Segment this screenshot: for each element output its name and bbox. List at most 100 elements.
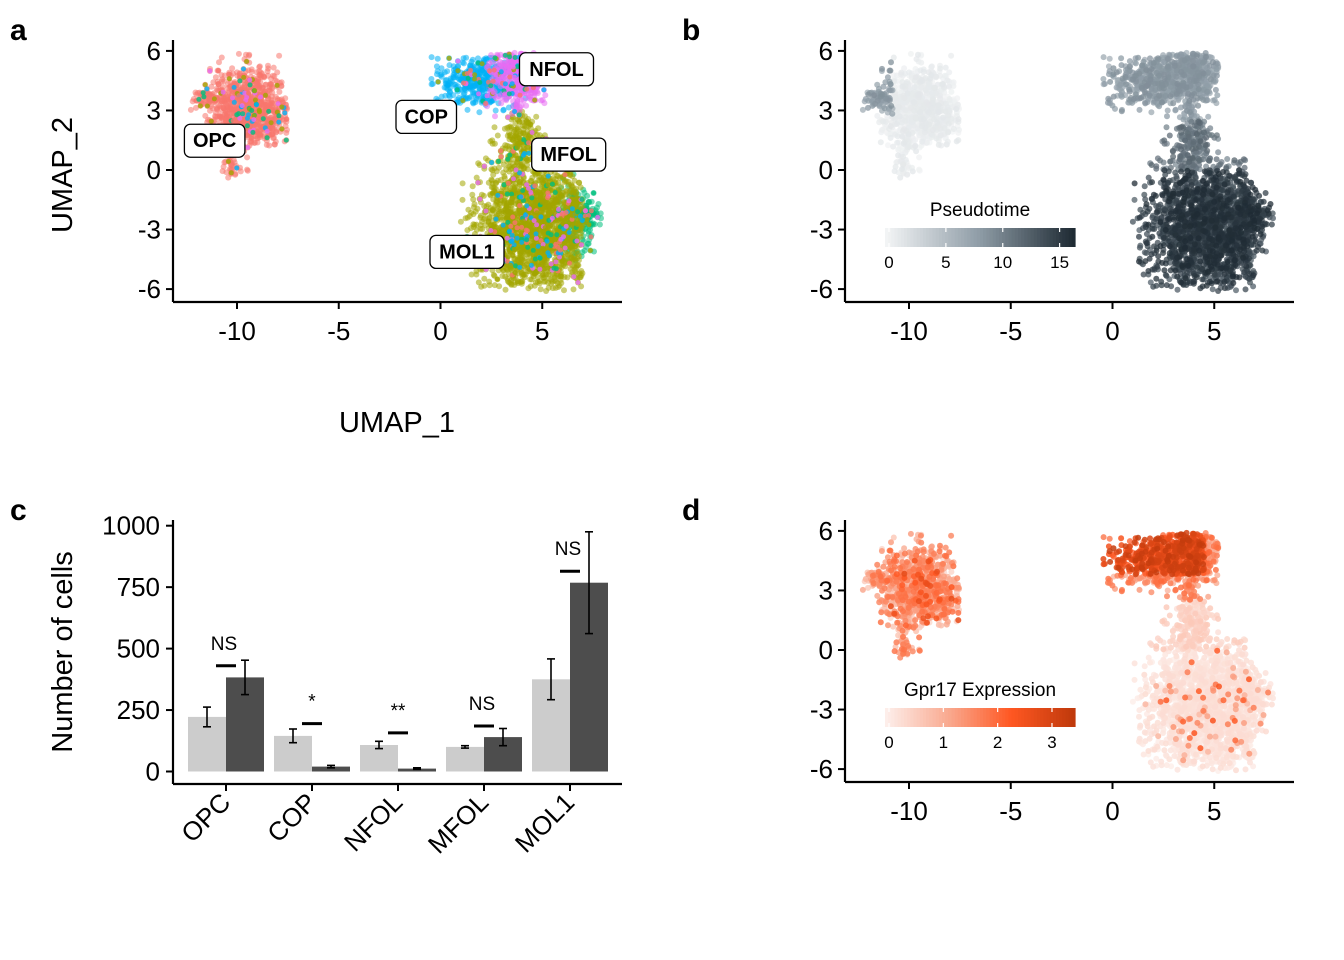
cell-point [231, 99, 237, 105]
cell-point [269, 131, 276, 138]
cell-point [453, 72, 460, 79]
cell-point [556, 206, 561, 212]
cell-point [506, 91, 512, 97]
cell-point [505, 104, 512, 111]
cell-point [264, 68, 271, 75]
cell-point [504, 191, 510, 197]
cell-point [459, 180, 466, 187]
cell-point [571, 255, 578, 262]
cell-point [455, 68, 461, 74]
cell-point [492, 224, 499, 231]
cell-point [519, 278, 526, 285]
cell-point [446, 55, 452, 61]
cell-point [492, 113, 498, 120]
cell-point [507, 54, 513, 60]
cell-point [472, 72, 478, 78]
cell-point [475, 180, 481, 186]
cell-point [493, 199, 500, 206]
cell-point [223, 169, 230, 176]
cell-point [462, 87, 469, 94]
cell-point [477, 79, 483, 85]
cell-point [263, 92, 268, 98]
cell-point [471, 221, 478, 228]
cell-point [493, 179, 500, 186]
cell-point [480, 192, 487, 199]
cell-point [538, 238, 544, 244]
cell-point [231, 84, 237, 90]
cell-point [916, 166, 923, 173]
cell-point [263, 141, 270, 148]
cell-point [210, 79, 217, 86]
cluster-label-mol1: MOL1 [429, 234, 505, 270]
cell-point [219, 76, 226, 83]
cell-point [454, 87, 460, 93]
cell-point [256, 63, 263, 70]
cell-point [507, 152, 513, 158]
cell-point [490, 271, 497, 278]
cell-point [461, 80, 466, 86]
cell-point [231, 159, 238, 166]
cell-point [542, 255, 549, 262]
cell-point [481, 282, 488, 289]
cell-point [523, 123, 530, 130]
cell-point [242, 90, 248, 96]
cell-point [220, 163, 227, 170]
cell-point [509, 160, 516, 167]
cell-point [516, 112, 522, 118]
cell-point [521, 263, 528, 270]
cell-point [543, 288, 550, 294]
cell-point [579, 196, 585, 202]
cell-point [532, 183, 538, 189]
cell-point [549, 215, 555, 221]
cell-point [511, 183, 518, 190]
cell-point [512, 139, 519, 146]
cell-point [498, 100, 505, 107]
cell-point [532, 256, 538, 262]
cell-point [491, 124, 498, 131]
cell-point [246, 90, 251, 96]
cell-point [532, 88, 539, 95]
cell-point [507, 184, 514, 191]
cell-point [567, 187, 574, 194]
cell-point [552, 284, 559, 291]
cell-point [450, 92, 457, 99]
cell-point [470, 196, 477, 203]
cell-point [192, 89, 199, 96]
cell-point [207, 68, 213, 74]
cell-point [519, 239, 525, 245]
cell-point [514, 235, 520, 241]
cell-point [216, 59, 222, 66]
cell-point [546, 204, 552, 209]
cell-point [545, 182, 551, 188]
cell-point [559, 259, 565, 265]
cell-point [526, 252, 533, 259]
cell-point [502, 145, 509, 152]
x-tick-label: 5 [535, 316, 549, 346]
cell-point [515, 156, 521, 162]
cell-point [514, 225, 520, 231]
cell-point [495, 192, 501, 198]
cell-point [526, 185, 531, 191]
cell-point [212, 74, 219, 81]
cell-point [226, 76, 232, 82]
cell-point [240, 111, 246, 117]
cell-point [544, 238, 550, 244]
cell-point [533, 113, 540, 120]
cell-point [595, 214, 601, 220]
cell-point [225, 174, 232, 181]
cell-point [565, 237, 572, 244]
cell-point [541, 87, 547, 93]
cell-point [257, 132, 263, 138]
y-tick-label: 3 [147, 95, 161, 125]
cell-point [558, 216, 563, 222]
cell-point [507, 74, 513, 80]
cell-point [258, 94, 263, 100]
cell-point [588, 234, 594, 240]
cell-point [532, 271, 538, 277]
cell-point [514, 278, 521, 285]
cell-point [254, 102, 259, 108]
cell-point [531, 218, 537, 224]
cell-point [512, 270, 518, 276]
cell-point [502, 91, 508, 97]
cell-point [518, 231, 525, 237]
